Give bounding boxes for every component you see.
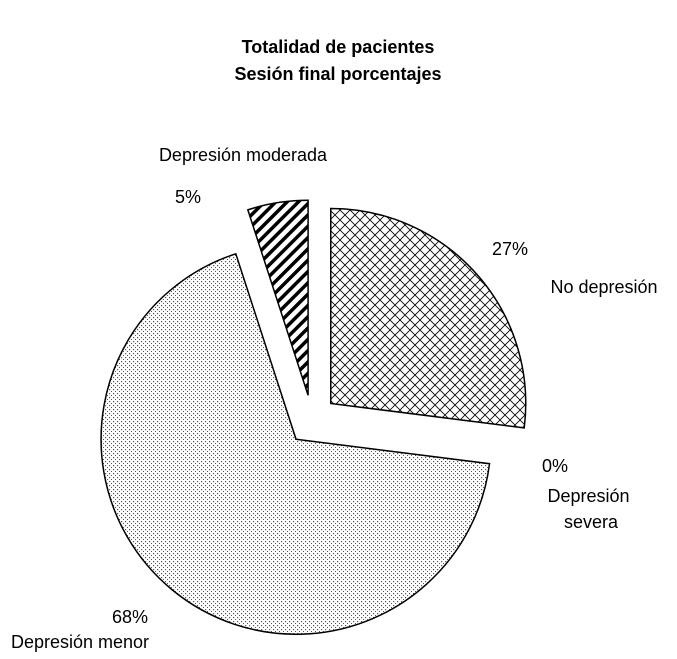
category-label: Depresión menor — [11, 632, 149, 652]
pie-slice — [330, 207, 527, 429]
category-label: Depresión severa — [547, 486, 634, 532]
data-label: 0% — [542, 456, 568, 476]
category-label: Depresión moderada — [159, 145, 328, 165]
data-label: 5% — [175, 187, 201, 207]
chart-title: Totalidad de pacientes — [242, 37, 435, 57]
chart-subtitle: Sesión final porcentajes — [234, 64, 441, 84]
pie-slice — [100, 252, 491, 635]
data-label: 68% — [112, 607, 148, 627]
category-label: No depresión — [550, 277, 657, 297]
data-label: 27% — [492, 239, 528, 259]
pie-slice — [246, 199, 309, 396]
